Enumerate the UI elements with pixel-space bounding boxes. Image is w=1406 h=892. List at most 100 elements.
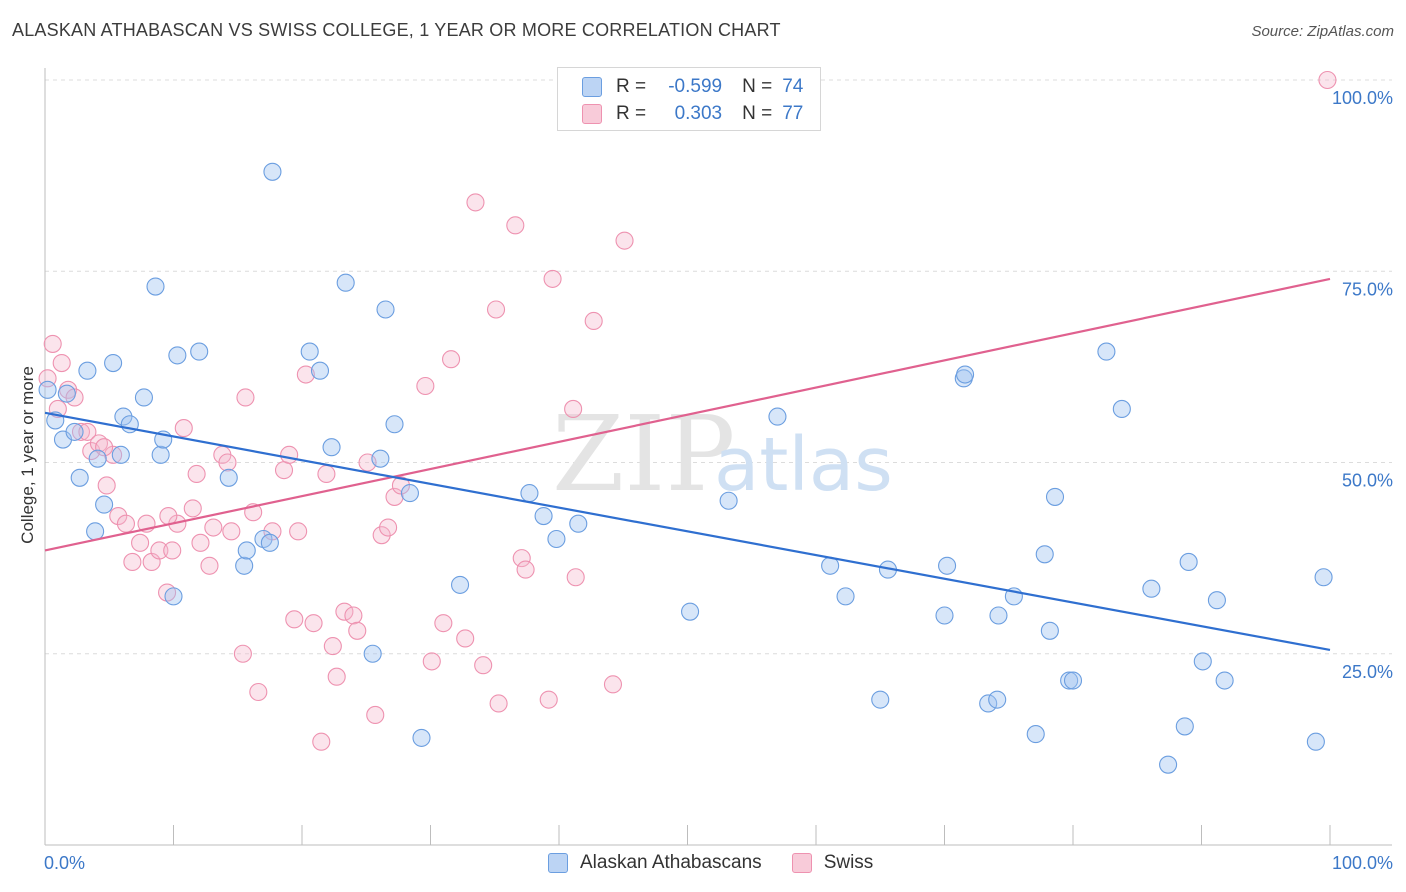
x-tick-label: 100.0% xyxy=(1332,853,1393,873)
alaskan-athabascan-point xyxy=(1040,621,1059,640)
swiss-point xyxy=(233,644,252,663)
alaskan-athabascan-point xyxy=(1314,568,1333,587)
swiss-point xyxy=(249,682,268,702)
swiss-point xyxy=(615,231,634,250)
alaskan-athabascan-point xyxy=(1060,671,1079,690)
swiss-point xyxy=(422,652,441,671)
alaskan-athabascan-point xyxy=(104,353,123,373)
swiss-point xyxy=(385,487,404,506)
swiss-point xyxy=(191,533,210,552)
alaskan-athabascan-point xyxy=(1045,487,1065,506)
alaskan-athabascan-point xyxy=(363,644,382,663)
alaskan-athabascan-point xyxy=(1112,399,1131,419)
source-label: Source: ZipAtlas.com xyxy=(1251,23,1394,40)
swiss-point xyxy=(187,464,206,484)
r-value: -0.599 xyxy=(668,76,723,97)
y-tick-label: 50.0% xyxy=(1342,471,1393,491)
alaskan-athabascan-point xyxy=(412,728,431,747)
alaskan-athabascan-point xyxy=(260,533,279,552)
swiss-point xyxy=(379,518,398,537)
alaskan-athabascan-point xyxy=(168,346,187,365)
r-value: 0.303 xyxy=(674,103,723,124)
alaskan-athabascan-point xyxy=(1215,671,1234,690)
alaskan-athabascan-point xyxy=(1207,591,1226,610)
watermark-atlas: atlas xyxy=(714,422,893,508)
swiss-point xyxy=(304,614,323,633)
alaskan-athabascan-point xyxy=(86,522,105,541)
r-label: R = xyxy=(616,76,647,97)
alaskan-athabascan-point xyxy=(836,587,855,606)
alaskan-athabascan-point xyxy=(935,606,954,625)
swiss-point xyxy=(489,694,508,713)
alaskan-athabascan-point xyxy=(111,445,130,464)
swiss-point xyxy=(183,499,202,518)
alaskan-athabascan-point xyxy=(956,365,975,384)
swiss-point xyxy=(543,269,562,288)
alaskan-athabascan-point xyxy=(151,445,170,464)
swiss-trend-line xyxy=(44,277,1331,552)
alaskan-athabascan-point xyxy=(95,495,114,514)
swiss-point xyxy=(516,560,535,579)
swiss-point xyxy=(280,445,299,464)
swiss-point xyxy=(466,193,485,212)
axes xyxy=(44,68,1392,846)
watermark-zip: ZIP xyxy=(552,393,735,515)
swiss-point xyxy=(285,610,304,629)
alaskan-athabascan-point xyxy=(681,602,700,621)
alaskan-athabascan-point xyxy=(322,438,341,457)
alaskan-athabascan-trend-line xyxy=(44,411,1331,652)
alaskan-athabascan-point xyxy=(871,690,890,709)
swiss-point xyxy=(52,353,71,373)
swiss-point xyxy=(116,514,136,533)
alaskan-athabascan-point xyxy=(235,556,254,575)
alaskan-athabascan-point xyxy=(1306,732,1325,751)
swiss-point xyxy=(317,464,336,484)
alaskan-athabascan-point xyxy=(1159,755,1178,774)
y-tick-label: 75.0% xyxy=(1342,279,1393,299)
swiss-point xyxy=(1318,70,1337,90)
alaskan-athabascan-point xyxy=(114,407,133,426)
alaskan-athabascan-point xyxy=(400,484,419,503)
alaskan-athabascan-point xyxy=(190,342,209,361)
alaskan-athabascan-point xyxy=(310,361,330,380)
alaskan-athabascan-point xyxy=(938,556,957,575)
swiss-swatch xyxy=(582,104,602,124)
alaskan-athabascan-point xyxy=(988,690,1007,709)
swiss-point xyxy=(566,568,585,587)
y-axis-label: College, 1 year or more xyxy=(18,366,37,544)
alaskan-athabascan-point xyxy=(1063,671,1083,690)
alaskan-athabascan-point xyxy=(547,529,566,549)
swiss-point xyxy=(204,518,223,537)
series-legend: Alaskan Athabascans Swiss xyxy=(548,852,903,874)
alaskan-athabascan-point xyxy=(1097,342,1116,361)
swiss-point xyxy=(539,690,558,709)
alaskan-athabascan-point xyxy=(57,384,76,403)
alaskan-athabascan-point xyxy=(219,468,238,487)
swiss-point xyxy=(512,549,531,568)
swiss-point xyxy=(174,419,193,438)
swiss-point xyxy=(312,732,331,751)
legend-row-alaskan: R = -0.599 N = 74 xyxy=(582,74,803,100)
alaskan-athabascan-point xyxy=(451,575,470,594)
alaskan-athabascan-point xyxy=(989,606,1008,625)
alaskan-swatch xyxy=(582,77,602,97)
swiss-point xyxy=(163,541,182,560)
legend-item-swiss: Swiss xyxy=(791,852,873,874)
alaskan-athabascan-point xyxy=(1179,552,1198,572)
swiss-point xyxy=(603,675,623,694)
alaskan-athabascan-point xyxy=(569,514,588,533)
swiss-point xyxy=(97,476,116,495)
swiss-point xyxy=(344,606,363,625)
legend-row-swiss: R = 0.303 N = 77 xyxy=(582,101,803,127)
x-tick-label: 0.0% xyxy=(44,853,85,873)
swiss-point xyxy=(296,365,315,384)
n-value: 74 xyxy=(782,76,804,97)
n-label: N = xyxy=(742,103,773,124)
swiss-point xyxy=(506,216,525,235)
swiss-point xyxy=(95,438,114,457)
legend-item-alaskan: Alaskan Athabascans xyxy=(548,852,762,874)
alaskan-athabascan-point xyxy=(300,342,319,361)
alaskan-athabascan-point xyxy=(78,361,97,380)
alaskan-athabascan-point xyxy=(237,541,256,560)
swiss-point xyxy=(442,350,461,369)
